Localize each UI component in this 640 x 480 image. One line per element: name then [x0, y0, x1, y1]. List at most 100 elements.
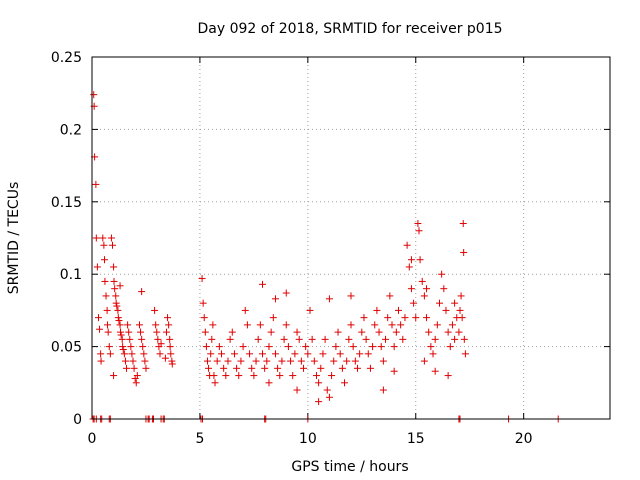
data-point	[115, 317, 123, 325]
data-point	[97, 357, 105, 365]
data-point	[457, 292, 465, 300]
x-tick-labels: 0 5 10 15 20	[88, 431, 533, 447]
data-point	[96, 325, 104, 333]
data-point	[302, 343, 310, 351]
data-point	[101, 256, 109, 264]
data-point	[112, 299, 120, 307]
data-point	[252, 357, 260, 365]
data-point	[371, 321, 379, 329]
data-point	[213, 357, 221, 365]
data-point	[446, 343, 454, 351]
data-point	[138, 288, 146, 296]
data-point	[377, 343, 385, 351]
data-point	[133, 372, 141, 380]
data-point	[128, 350, 136, 358]
data-point	[162, 328, 170, 336]
data-point	[261, 364, 269, 372]
data-point	[246, 350, 254, 358]
x-tick-label: 15	[407, 431, 425, 447]
data-point	[407, 285, 415, 293]
data-point	[224, 357, 232, 365]
data-point	[330, 357, 338, 365]
data-point	[166, 335, 174, 343]
data-point	[351, 357, 359, 365]
data-point	[165, 321, 173, 329]
x-tick-label: 5	[195, 431, 204, 447]
data-point	[106, 350, 114, 358]
data-point	[256, 321, 264, 329]
data-point	[386, 292, 394, 300]
data-point	[110, 263, 118, 271]
data-point	[117, 331, 125, 339]
data-point	[200, 314, 208, 322]
data-point	[102, 292, 110, 300]
data-point	[415, 227, 423, 235]
data-point	[334, 328, 342, 336]
data-point	[458, 314, 466, 322]
data-point	[118, 335, 126, 343]
data-point	[129, 357, 137, 365]
y-tick-label: 0.1	[60, 267, 82, 283]
data-point	[205, 364, 213, 372]
data-point	[271, 295, 279, 303]
data-point	[239, 343, 247, 351]
data-point	[218, 350, 225, 358]
data-point	[167, 350, 175, 358]
data-point	[456, 306, 464, 314]
data-point	[198, 275, 206, 283]
data-point	[110, 277, 118, 285]
x-axis-label: GPS time / hours	[291, 459, 408, 475]
data-point	[105, 343, 113, 351]
data-point	[379, 386, 387, 394]
data-point	[259, 280, 267, 288]
data-point	[332, 343, 340, 351]
data-point	[282, 321, 290, 329]
data-point	[226, 335, 234, 343]
data-point	[312, 372, 320, 380]
data-point	[448, 321, 456, 329]
x-tick-label: 0	[88, 431, 97, 447]
data-point	[358, 328, 366, 336]
data-point	[267, 328, 275, 336]
data-point	[407, 256, 415, 264]
data-point	[315, 398, 323, 406]
data-point	[230, 350, 238, 358]
data-point	[451, 299, 459, 307]
data-points	[89, 91, 562, 423]
data-point	[360, 314, 368, 322]
data-point	[222, 372, 230, 380]
data-point	[347, 321, 355, 329]
data-point	[250, 372, 258, 380]
data-point	[116, 282, 124, 290]
data-point	[300, 364, 308, 372]
data-point	[420, 357, 428, 365]
data-point	[444, 372, 452, 380]
data-point	[235, 372, 243, 380]
data-point	[208, 335, 216, 343]
data-point	[338, 364, 346, 372]
data-point	[151, 306, 159, 314]
data-point	[215, 343, 223, 351]
y-axis-label: SRMTID / TECUs	[6, 182, 22, 295]
data-point	[401, 314, 409, 322]
data-point	[429, 350, 437, 358]
y-tick-label: 0.05	[51, 340, 82, 356]
data-point	[121, 357, 129, 365]
data-point	[289, 372, 297, 380]
data-point	[416, 256, 424, 264]
data-point	[328, 372, 336, 380]
data-point	[269, 314, 277, 322]
data-point	[460, 248, 468, 256]
data-point	[276, 372, 284, 380]
data-point	[369, 343, 377, 351]
data-point	[375, 328, 383, 336]
data-point	[104, 321, 112, 329]
data-point	[440, 285, 448, 293]
data-point	[139, 343, 147, 351]
data-point	[341, 379, 349, 387]
data-point	[164, 314, 172, 322]
data-point	[97, 350, 105, 358]
data-point	[461, 350, 469, 358]
data-point	[202, 343, 210, 351]
data-point	[161, 354, 169, 362]
